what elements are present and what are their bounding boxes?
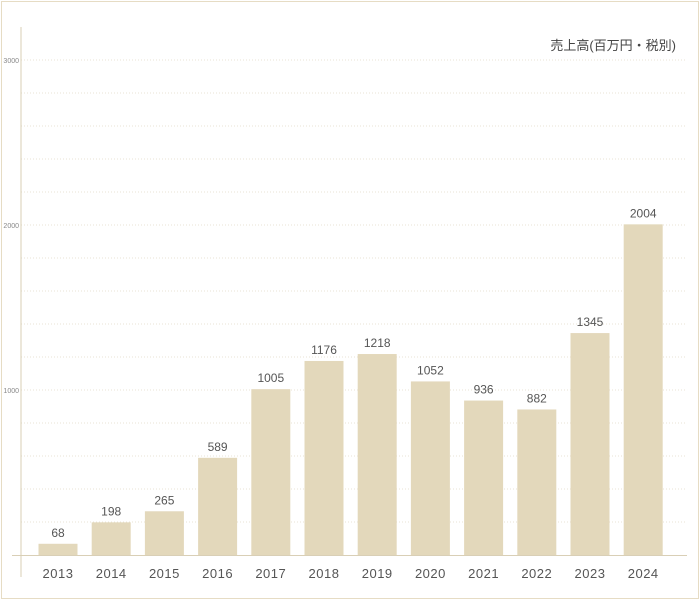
gridlines — [21, 59, 687, 523]
bar — [517, 409, 557, 555]
x-tick-label: 2014 — [96, 566, 127, 581]
y-axis-ticks: 1000 2000 3000 — [3, 58, 19, 395]
data-label: 882 — [527, 391, 547, 405]
x-tick-label: 2020 — [415, 566, 446, 581]
data-label: 2004 — [630, 206, 657, 220]
data-label: 1052 — [417, 363, 444, 377]
x-tick-label: 2022 — [521, 566, 552, 581]
data-label: 265 — [154, 493, 174, 507]
data-label: 936 — [474, 383, 494, 397]
bar — [304, 360, 344, 555]
bars — [38, 224, 663, 555]
x-tick-label: 2023 — [575, 566, 606, 581]
x-tick-label: 2015 — [149, 566, 180, 581]
bar — [144, 511, 184, 555]
y-tick-label: 1000 — [3, 388, 19, 395]
x-tick-label: 2024 — [628, 566, 659, 581]
x-tick-label: 2013 — [43, 566, 74, 581]
data-label: 198 — [101, 504, 121, 518]
bar — [251, 389, 291, 555]
bar — [357, 354, 397, 555]
bar — [623, 224, 663, 555]
data-label: 589 — [208, 440, 228, 454]
x-tick-label: 2021 — [468, 566, 499, 581]
data-label: 1176 — [311, 343, 337, 357]
bar — [91, 522, 131, 555]
y-tick-label: 3000 — [3, 58, 19, 65]
chart-title: 売上高(百万円・税別) — [550, 38, 676, 53]
data-label: 1218 — [364, 336, 391, 350]
data-label: 1345 — [577, 315, 604, 329]
x-tick-label: 2016 — [202, 566, 233, 581]
y-tick-label: 2000 — [3, 223, 19, 230]
data-label: 68 — [51, 526, 65, 540]
bar — [198, 457, 238, 555]
bar — [38, 543, 78, 555]
x-tick-label: 2017 — [255, 566, 286, 581]
data-labels: 68 198 265 589 1005 1176 1218 1052 936 882 1345 200… — [51, 206, 657, 539]
x-tick-label: 2018 — [309, 566, 340, 581]
bar — [464, 400, 504, 555]
data-label: 1005 — [257, 371, 284, 385]
bar — [410, 381, 450, 555]
x-tick-label: 2019 — [362, 566, 393, 581]
bar — [570, 333, 610, 555]
x-axis-ticks: 2013 2014 2015 2016 2017 2018 2019 2020 2021 2022… — [43, 566, 659, 581]
